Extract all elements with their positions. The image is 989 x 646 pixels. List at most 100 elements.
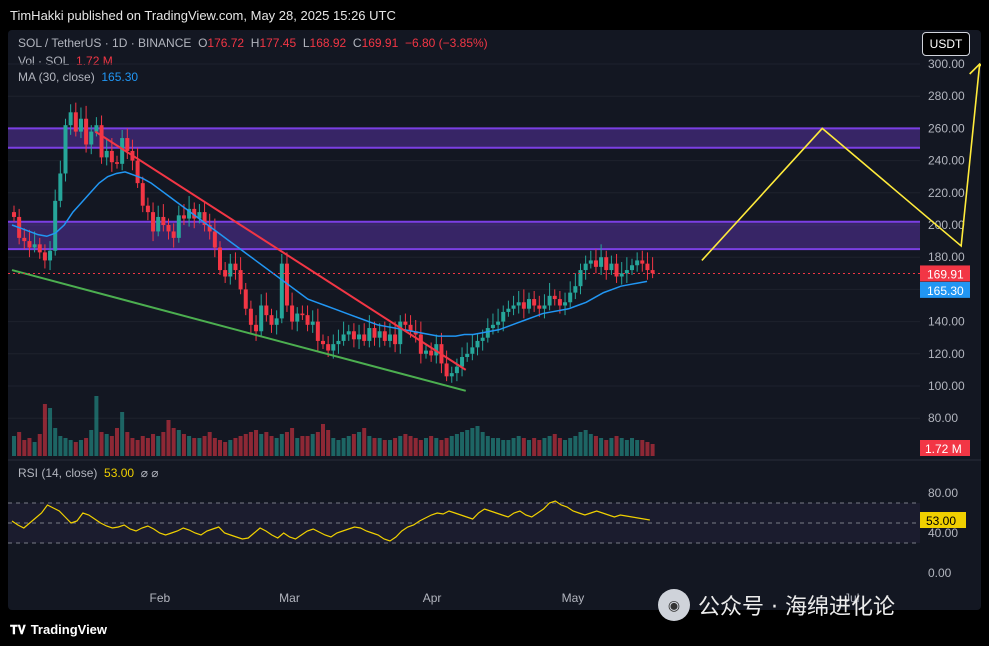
chart-canvas[interactable]: 300.00 280.00 260.00 240.00 220.00 200.00 180.… (8, 30, 981, 610)
candle-body (454, 366, 459, 374)
resistance-zone (8, 221, 920, 250)
candle-body (248, 308, 253, 325)
time-tick-label: Jul (844, 591, 859, 605)
candle-body (599, 257, 604, 267)
volume-bar (650, 444, 655, 456)
volume-bar (290, 428, 295, 456)
candle-body (176, 215, 181, 238)
candle-body (73, 112, 78, 132)
candle-body (351, 331, 356, 340)
candle-body (645, 263, 650, 271)
volume-bar (73, 442, 78, 456)
volume-bar (588, 434, 593, 456)
volume-bar (501, 440, 506, 456)
volume-bar (336, 440, 341, 456)
chart-frame[interactable]: SOL / TetherUS · 1D · BINANCE O176.72 H1… (8, 30, 981, 610)
trendline-red (94, 130, 467, 371)
volume-bar (207, 432, 212, 456)
volume-bar (202, 436, 207, 456)
volume-bar (387, 440, 392, 456)
currency-button[interactable]: USDT (922, 32, 970, 56)
candle-body (362, 334, 367, 341)
volume-bar (465, 430, 470, 456)
candle-body (465, 353, 470, 358)
candle-body (22, 237, 27, 242)
volume-bar (151, 434, 156, 456)
volume-bar (78, 440, 83, 456)
candle-body (27, 241, 32, 248)
candle-body (619, 273, 624, 277)
candle-body (259, 305, 264, 332)
volume-bar (22, 440, 27, 456)
price-tick-label: 140.00 (928, 315, 965, 329)
volume-bar (63, 438, 68, 456)
volume-bar (485, 436, 490, 456)
candle-body (269, 315, 274, 325)
rsi-label[interactable]: RSI (14, close) (18, 466, 98, 480)
tradingview-wordmark: TradingView (30, 622, 108, 637)
projection-path (701, 63, 981, 261)
volume-bar (583, 430, 588, 456)
ma-price-badge (920, 281, 970, 298)
candle-body (243, 289, 248, 309)
volume-bar (434, 438, 439, 456)
price-tick-label: 180.00 (928, 250, 965, 264)
volume-bar (109, 436, 114, 456)
ma-header: MA (30, close) 165.30 (18, 70, 138, 84)
volume-bar (145, 438, 150, 456)
volume-bar (408, 436, 413, 456)
candle-body (166, 225, 171, 232)
candle-body (89, 131, 94, 145)
volume-bar (351, 434, 356, 456)
candle-body (135, 160, 140, 184)
tradingview-logo[interactable]: 𝐓𝐕 TradingView (10, 622, 107, 638)
volume-bar (341, 438, 346, 456)
ma-line (11, 171, 648, 337)
volume-bar (568, 438, 573, 456)
volume-bar (604, 440, 609, 456)
candle-body (218, 247, 222, 271)
candle-body (511, 305, 516, 309)
candle-body (532, 299, 537, 306)
candle-body (331, 344, 336, 351)
candle-body (635, 260, 640, 266)
candle-body (202, 212, 207, 225)
candle-body (68, 112, 73, 126)
symbol-title[interactable]: SOL / TetherUS · 1D · BINANCE (18, 36, 192, 50)
ma-label[interactable]: MA (30, close) (18, 70, 95, 84)
candle-body (593, 260, 598, 267)
volume-bar (130, 438, 135, 456)
volume-bar (449, 436, 454, 456)
volume-bar (542, 438, 547, 456)
candle-body (604, 257, 609, 271)
candle-body (197, 212, 202, 219)
candle-body (630, 265, 634, 271)
volume-badge (920, 440, 970, 456)
ma-price-label: 165.30 (927, 284, 964, 298)
volume-bar (212, 438, 217, 456)
publish-bar: TimHakki published on TradingView.com, M… (0, 0, 989, 30)
volume-bar (295, 438, 300, 456)
rsi-badge (920, 512, 966, 528)
close-label: C (352, 36, 362, 50)
candle-body (37, 244, 42, 253)
candle-body (12, 212, 16, 217)
volume-bar (346, 436, 351, 456)
volume-bar (192, 438, 197, 456)
candle-body (53, 200, 58, 251)
candle-body (449, 373, 454, 377)
low-label: L (302, 36, 310, 50)
volume-bar (94, 396, 99, 456)
volume-bar (418, 440, 423, 456)
volume-bar (454, 434, 459, 456)
candle-body (233, 263, 238, 271)
volume-bar (68, 440, 73, 456)
candle-body (32, 244, 37, 248)
volume-bar (37, 434, 42, 456)
candle-body (557, 299, 562, 306)
rsi-tick-label: 0.00 (928, 566, 952, 580)
candle-body (238, 270, 243, 290)
candle-body (424, 350, 428, 354)
rsi-settings-icons[interactable]: ⌀ ⌀ (140, 466, 159, 480)
publish-line: TimHakki published on TradingView.com, M… (10, 8, 396, 23)
